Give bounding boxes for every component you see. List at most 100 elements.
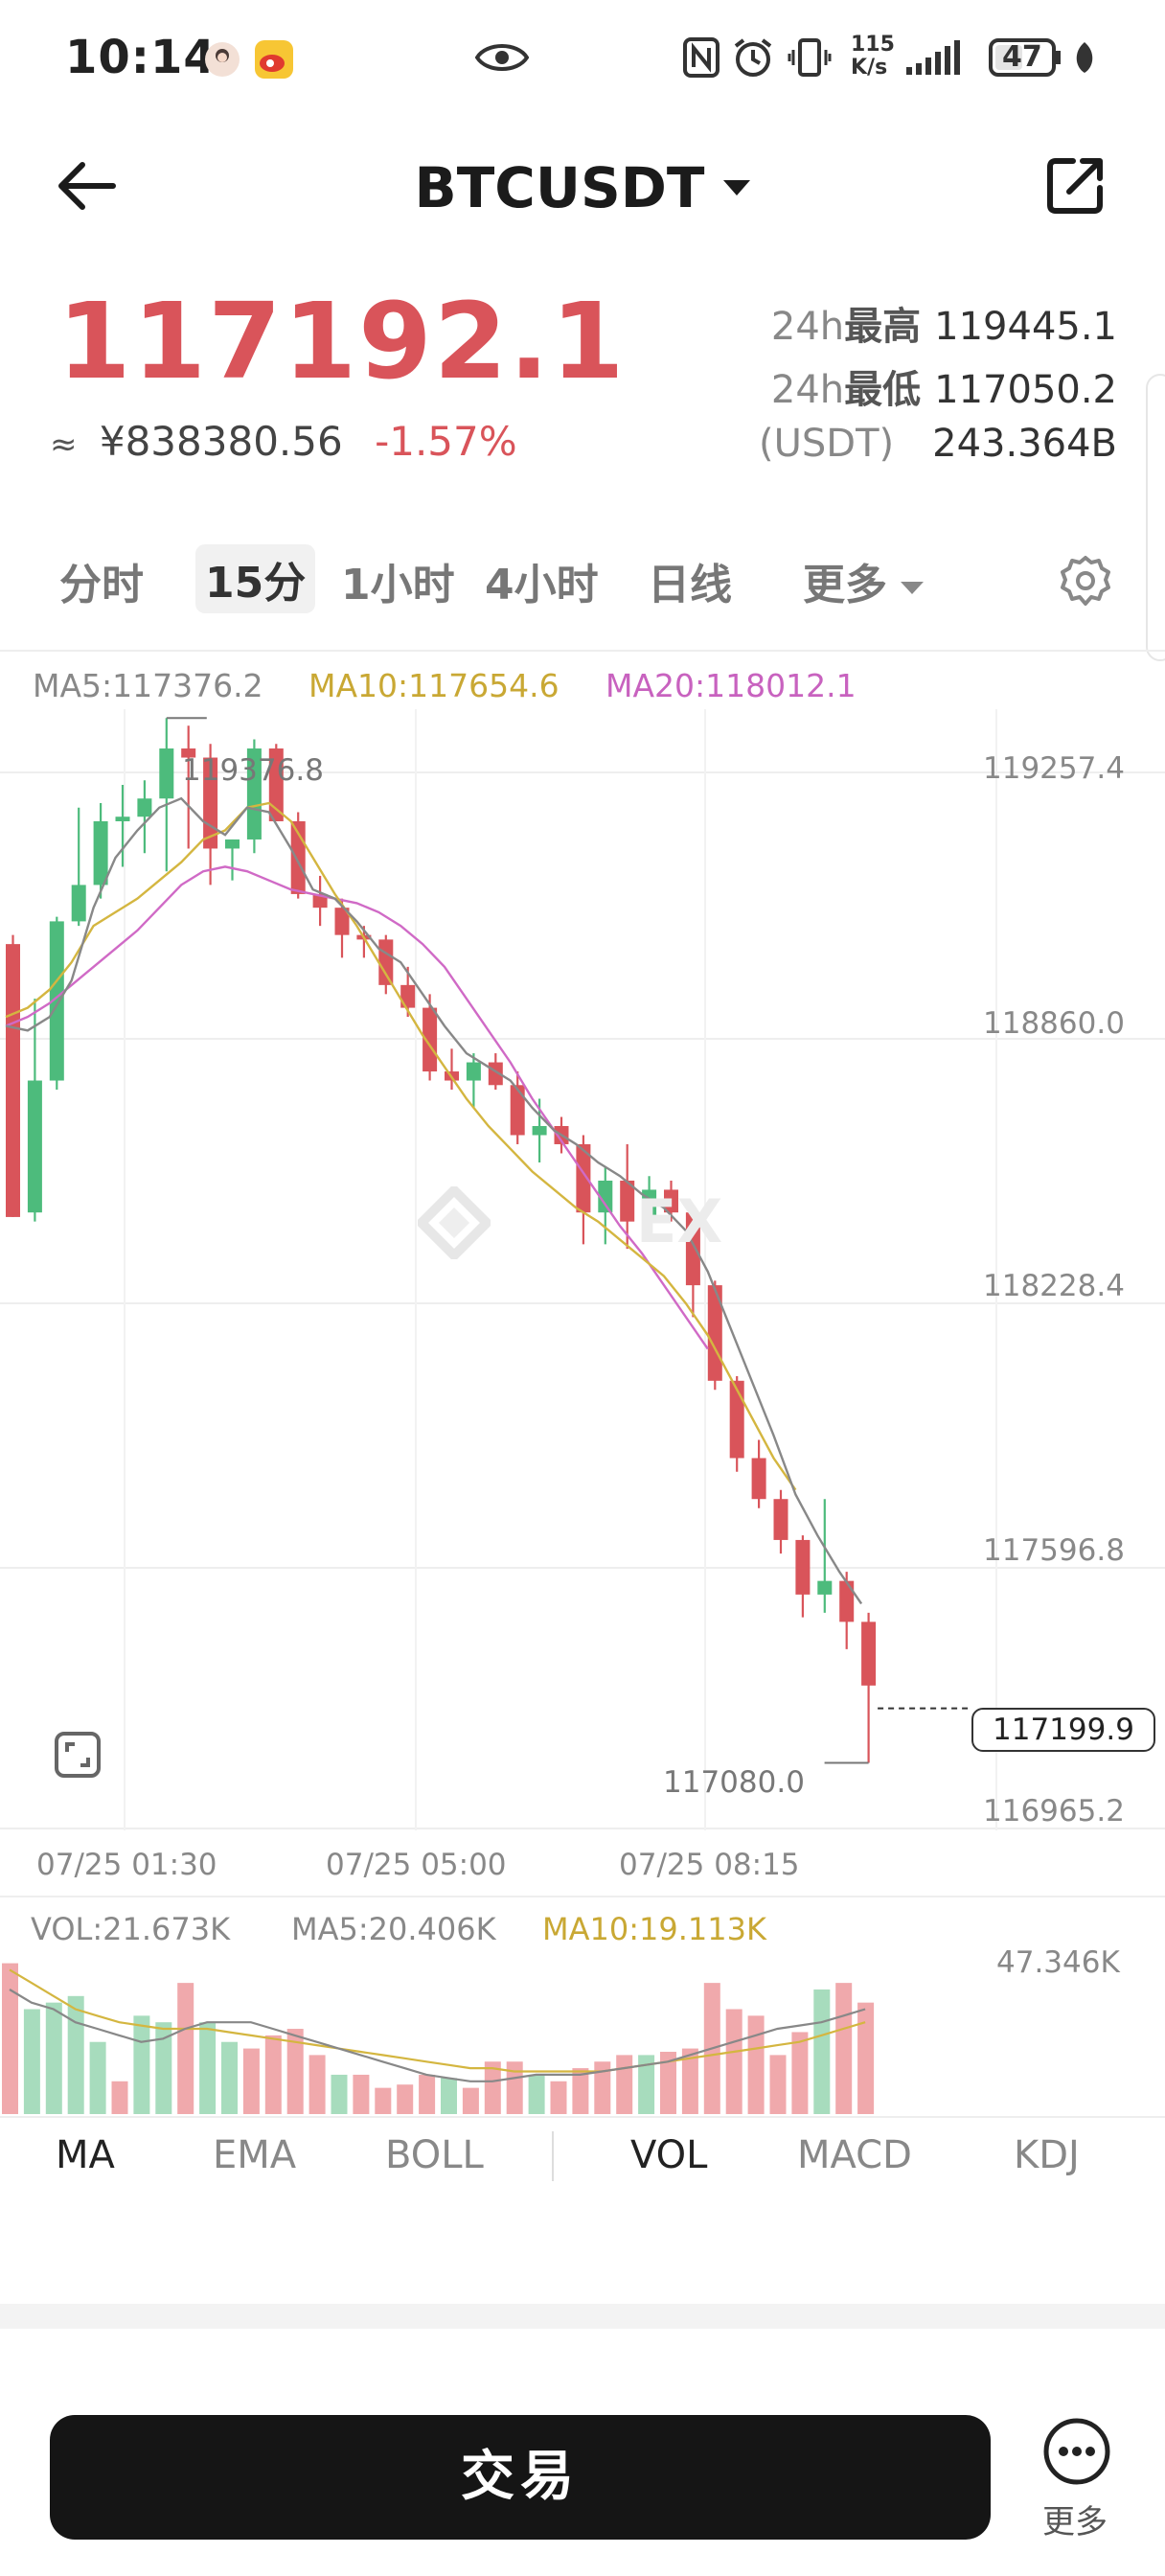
ma10-line [5, 801, 797, 1491]
indicator-tab-vol[interactable]: VOL [630, 2133, 708, 2177]
volume-value: 243.364B [932, 422, 1117, 466]
high-marker-label: 119376.8 [182, 753, 324, 788]
candle-body [159, 748, 174, 799]
volume-bar [199, 2022, 217, 2114]
volume-label: (USDT) [759, 422, 895, 466]
price-axis-label: 118228.4 [983, 1269, 1125, 1303]
alarm-icon [732, 36, 774, 82]
volume-bar [462, 2087, 479, 2114]
weibo-icon [253, 38, 295, 84]
candle-body [423, 1007, 438, 1072]
volume-bar [813, 1989, 831, 2114]
indicator-tab-ema[interactable]: EMA [213, 2133, 297, 2177]
current-price-tag: 117199.9 [971, 1708, 1155, 1752]
top-nav: BTCUSDT [0, 134, 1165, 240]
volume-bar [681, 2048, 698, 2114]
ma20-legend: MA20:118012.1 [605, 667, 857, 704]
ma5-legend: MA5:117376.2 [33, 667, 263, 704]
battery-level: 47 [1002, 40, 1042, 74]
candle-body [181, 748, 196, 758]
volume-bar [45, 2002, 62, 2114]
watermark-text: EX [636, 1186, 723, 1256]
indicator-tab-kdj[interactable]: KDJ [1014, 2133, 1080, 2177]
watermark-logo [414, 1183, 494, 1263]
low-24h-row: 24h最低 117050.2 [771, 358, 1117, 414]
candle-body [6, 944, 20, 1217]
chart-settings-icon[interactable] [1058, 554, 1113, 613]
interval-tab-1d[interactable]: 日线 [648, 561, 732, 610]
high-label: 最高 [844, 305, 922, 349]
volume-bar [375, 2087, 392, 2114]
volume-bar [638, 2055, 655, 2114]
indicator-tab-boll[interactable]: BOLL [385, 2133, 484, 2177]
share-icon[interactable] [1044, 153, 1108, 220]
volume-bar [528, 2074, 545, 2114]
low-marker-label: 117080.0 [663, 1765, 805, 1800]
candle-body [620, 1180, 635, 1222]
volume-bar [331, 2074, 348, 2114]
volume-bar [594, 2061, 611, 2114]
interval-tab-4h[interactable]: 4小时 [485, 561, 599, 610]
candle-body [861, 1622, 877, 1686]
interval-tab-1h[interactable]: 1小时 [341, 561, 455, 610]
bottom-gray-band [0, 2304, 1165, 2329]
side-handle[interactable] [1146, 374, 1165, 661]
candle-body [598, 1180, 613, 1213]
volume-bar [857, 2002, 875, 2114]
indicator-tab-macd[interactable]: MACD [797, 2133, 912, 2177]
volume-bottom-divider [0, 2116, 1165, 2118]
low-label-prefix: 24h [770, 368, 845, 412]
cny-price-row: ≈ ¥838380.56 -1.57% [50, 418, 517, 465]
candle-body [466, 1062, 481, 1081]
volume-bar [725, 2009, 742, 2114]
volume-bar [177, 1983, 194, 2114]
candle-body [27, 1080, 42, 1213]
candle-body [268, 748, 284, 821]
symbol-selector[interactable]: BTCUSDT [0, 155, 1165, 220]
avatar-icon [203, 40, 241, 82]
high-24h-row: 24h最高 119445.1 [771, 295, 1117, 351]
back-icon[interactable] [54, 157, 117, 218]
interval-tabs: 分时 15分 1小时 4小时 日线 更多 [0, 537, 1165, 623]
interval-tab-more[interactable]: 更多 [803, 550, 924, 611]
interval-divider [0, 650, 1165, 652]
volume-bar [747, 2015, 765, 2114]
candle-body [400, 984, 416, 1008]
volume-bar [441, 2078, 457, 2114]
vibrate-icon [788, 36, 832, 82]
indicator-tab-ma[interactable]: MA [56, 2133, 115, 2177]
eye-icon [474, 40, 530, 79]
last-price: 117192.1 [57, 280, 627, 402]
candle-body [532, 1125, 547, 1136]
volume-bar [23, 2009, 40, 2114]
volume-bar [484, 2061, 501, 2114]
current-price-value: 117199.9 [993, 1713, 1134, 1747]
price-axis-label: 117596.8 [983, 1533, 1125, 1568]
candlestick-chart[interactable] [0, 709, 1165, 1830]
interval-tab-15m[interactable]: 15分 [195, 544, 316, 613]
price-axis-label: 116965.2 [983, 1794, 1125, 1828]
time-axis-label: 07/25 01:30 [36, 1848, 217, 1882]
volume-bar [67, 1995, 84, 2114]
candle-body [137, 798, 152, 817]
caret-down-icon [723, 179, 751, 196]
more-label[interactable]: 更多 [1042, 2503, 1108, 2542]
more-options-icon[interactable] [1042, 2417, 1111, 2490]
fullscreen-icon[interactable] [54, 1731, 102, 1782]
candle-body [246, 748, 262, 840]
candle-body [71, 885, 86, 922]
volume-bar [506, 2061, 523, 2114]
trade-button[interactable]: 交易 [50, 2415, 991, 2540]
candle-body [510, 1085, 525, 1136]
vol-ma10-legend: MA10:19.113K [542, 1911, 766, 1947]
vol-max-label: 47.346K [996, 1945, 1120, 1980]
volume-bar [221, 2041, 238, 2114]
price-axis-label: 118860.0 [983, 1006, 1125, 1041]
volume-bar [616, 2055, 633, 2114]
time-axis-label: 07/25 05:00 [326, 1848, 507, 1882]
interval-tab-line[interactable]: 分时 [59, 561, 144, 610]
low-value: 117050.2 [934, 368, 1117, 412]
candle-body [93, 820, 108, 886]
volume-chart[interactable] [0, 1936, 1165, 2118]
